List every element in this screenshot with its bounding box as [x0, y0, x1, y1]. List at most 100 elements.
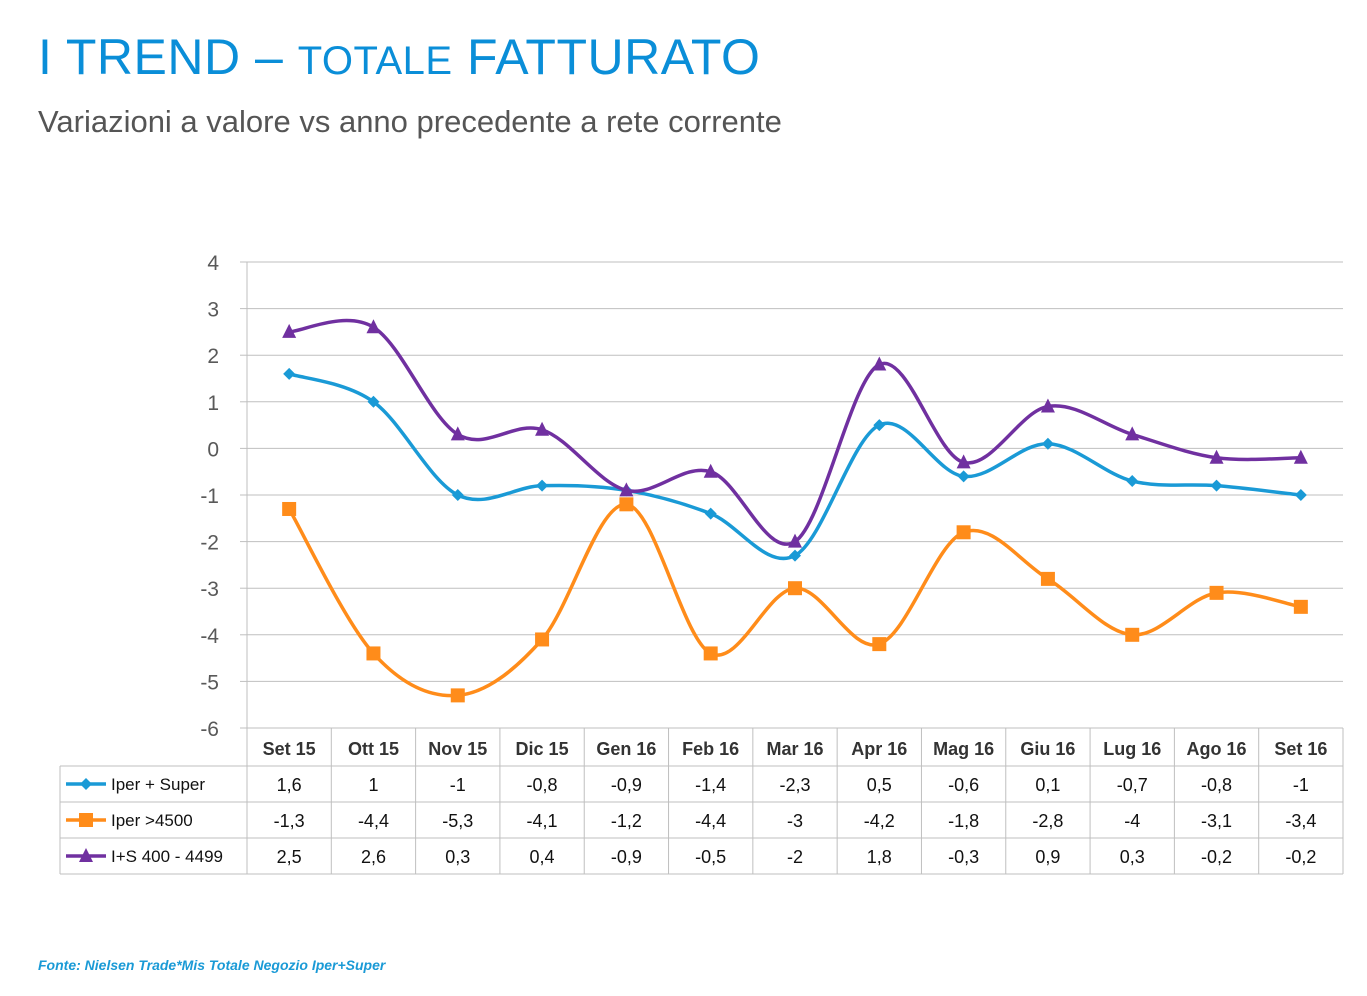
- table-cell: -4: [1124, 811, 1140, 831]
- table-cell: -4,4: [358, 811, 389, 831]
- table-cell: 0,4: [530, 847, 555, 867]
- data-point: [450, 688, 465, 703]
- title-part-main: I TREND –: [38, 29, 298, 85]
- table-cell: -4,4: [695, 811, 726, 831]
- y-tick-label: -4: [200, 625, 219, 648]
- data-point: [282, 501, 297, 516]
- table-cell: -3,4: [1285, 811, 1316, 831]
- data-point: [873, 419, 886, 432]
- table-cell: -5,3: [442, 811, 473, 831]
- data-point: [788, 581, 802, 596]
- category-label: Nov 15: [428, 739, 487, 759]
- table-cell: 0,1: [1035, 775, 1060, 795]
- data-point: [1210, 479, 1223, 492]
- page-subtitle: Variazioni a valore vs anno precedente a…: [38, 104, 782, 139]
- data-point: [367, 395, 380, 408]
- table-cell: 2,5: [277, 847, 302, 867]
- table-cell: -1,4: [695, 775, 726, 795]
- table-cell: -2: [787, 847, 803, 867]
- data-point: [1125, 627, 1140, 642]
- category-label: Ago 16: [1187, 739, 1247, 759]
- data-point: [1041, 437, 1054, 450]
- legend-marker: [80, 778, 92, 790]
- data-point: [1294, 489, 1307, 501]
- table-cell: -2,3: [779, 775, 810, 795]
- data-point: [282, 323, 297, 338]
- data-point: [1293, 449, 1308, 464]
- table-cell: 0,3: [1120, 847, 1145, 867]
- category-label: Set 15: [263, 739, 316, 759]
- legend-marker: [79, 848, 93, 862]
- legend-label: I+S 400 - 4499: [111, 847, 223, 866]
- table-cell: -0,6: [948, 775, 979, 795]
- series-line: [287, 318, 1303, 546]
- data-point: [451, 489, 464, 501]
- category-label: Giu 16: [1020, 739, 1075, 759]
- title-part-end: FATTURATO: [452, 29, 761, 85]
- data-point: [956, 454, 971, 469]
- data-point: [957, 470, 970, 483]
- category-label: Set 16: [1274, 739, 1327, 759]
- table-cell: -4,1: [527, 811, 558, 831]
- page-title: I TREND – TOTALE FATTURATO: [38, 28, 760, 86]
- data-point: [703, 463, 718, 478]
- y-tick-label: -2: [200, 532, 219, 555]
- title-part-small: TOTALE: [297, 39, 453, 83]
- table-cell: -1,3: [274, 811, 305, 831]
- table-cell: 0,3: [445, 847, 470, 867]
- data-point: [1293, 599, 1308, 614]
- category-label: Gen 16: [596, 739, 656, 759]
- table-cell: -0,8: [1201, 775, 1232, 795]
- data-point: [1126, 475, 1139, 488]
- legend-label: Iper + Super: [111, 775, 205, 794]
- category-label: Mag 16: [933, 739, 994, 759]
- table-cell: -3,1: [1201, 811, 1232, 831]
- y-tick-label: 1: [207, 392, 219, 415]
- data-point: [1040, 571, 1055, 586]
- table-cell: 0,5: [867, 775, 892, 795]
- table-cell: -0,7: [1117, 775, 1148, 795]
- series-line: [287, 502, 1303, 698]
- category-label: Ott 15: [348, 739, 399, 759]
- category-label: Lug 16: [1103, 739, 1161, 759]
- data-point: [450, 426, 465, 441]
- y-tick-label: 3: [207, 299, 219, 322]
- y-tick-label: 2: [207, 345, 219, 368]
- category-label: Feb 16: [682, 739, 739, 759]
- table-cell: -0,9: [611, 775, 642, 795]
- data-point: [704, 507, 717, 520]
- y-tick-label: 0: [207, 438, 219, 461]
- table-cell: -3: [787, 811, 803, 831]
- data-point: [789, 549, 801, 562]
- table-cell: -4,2: [864, 811, 895, 831]
- table-cell: -1: [1293, 775, 1309, 795]
- data-point: [1209, 449, 1224, 464]
- table-cell: -1,8: [948, 811, 979, 831]
- data-point: [872, 356, 887, 371]
- y-tick-label: 4: [207, 252, 219, 275]
- data-point: [1209, 585, 1224, 600]
- y-tick-label: -3: [200, 578, 219, 601]
- table-cell: 0,9: [1035, 847, 1060, 867]
- data-point: [366, 319, 381, 334]
- table-cell: -0,2: [1285, 847, 1316, 867]
- y-tick-label: -1: [200, 485, 219, 508]
- category-label: Mar 16: [766, 739, 823, 759]
- table-cell: -0,9: [611, 847, 642, 867]
- table-cell: 1,6: [277, 775, 302, 795]
- data-point: [956, 525, 971, 540]
- legend-marker: [79, 813, 93, 827]
- table-cell: -0,8: [527, 775, 558, 795]
- data-point: [619, 482, 634, 497]
- data-point: [1125, 426, 1140, 441]
- table-cell: -1,2: [611, 811, 642, 831]
- data-point: [1040, 398, 1055, 413]
- data-point: [872, 637, 887, 652]
- table-cell: 1: [368, 775, 378, 795]
- table-cell: -0,2: [1201, 847, 1232, 867]
- data-point: [283, 367, 296, 380]
- data-point: [788, 533, 802, 548]
- table-cell: -1: [450, 775, 466, 795]
- table-cell: 2,6: [361, 847, 386, 867]
- data-point: [703, 646, 718, 661]
